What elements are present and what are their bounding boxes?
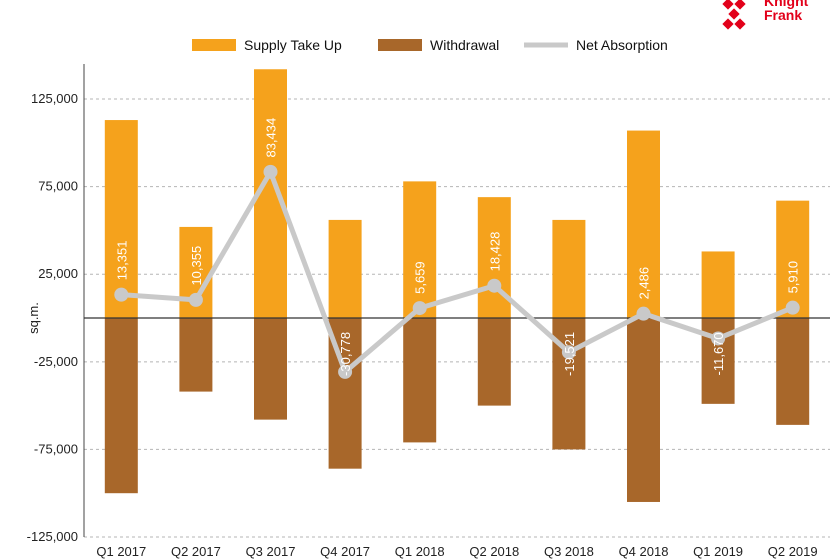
net-absorption-data-label: 10,355 <box>189 246 204 286</box>
bar-withdrawal <box>179 318 213 392</box>
x-tick-label: Q2 2017 <box>171 544 221 559</box>
bar-withdrawal <box>403 318 437 443</box>
net-absorption-point <box>487 278 502 293</box>
bar-withdrawal <box>254 318 287 420</box>
net-absorption-point <box>636 306 651 321</box>
net-absorption-point <box>561 345 576 360</box>
legend-swatch <box>192 39 236 51</box>
y-tick-label: -125,000 <box>27 529 78 544</box>
net-absorption-data-label: 13,351 <box>114 241 129 281</box>
bar-withdrawal <box>627 318 660 502</box>
brand-logo <box>722 0 840 34</box>
y-tick-label: 75,000 <box>38 179 78 194</box>
y-axis-label: sq.m. <box>26 302 41 334</box>
y-tick-label: -75,000 <box>34 441 78 456</box>
x-tick-label: Q4 2017 <box>320 544 370 559</box>
legend-label: Withdrawal <box>430 37 499 53</box>
net-absorption-data-label: 18,428 <box>487 232 502 272</box>
bar-supply-take-up <box>627 130 660 319</box>
net-absorption-point <box>785 300 800 315</box>
x-tick-label: Q2 2018 <box>469 544 519 559</box>
net-absorption-point <box>711 331 726 346</box>
x-tick-label: Q1 2017 <box>96 544 146 559</box>
bar-withdrawal <box>776 318 810 425</box>
bar-supply-take-up <box>104 120 138 319</box>
legend-label: Supply Take Up <box>244 37 342 53</box>
x-tick-label: Q2 2019 <box>768 544 818 559</box>
brand-line-1: Knight <box>764 0 809 9</box>
x-tick-label: Q3 2018 <box>544 544 594 559</box>
y-tick-label: 25,000 <box>38 266 78 281</box>
bar-supply-take-up <box>776 200 810 319</box>
x-tick-label: Q4 2018 <box>619 544 669 559</box>
bar-supply-take-up <box>552 219 586 319</box>
net-absorption-point <box>412 301 427 316</box>
net-absorption-line <box>121 169 794 375</box>
net-absorption-point <box>114 287 129 302</box>
y-tick-label: -25,000 <box>34 354 78 369</box>
net-absorption-data-label: 83,434 <box>264 118 279 158</box>
bar-withdrawal <box>104 318 138 494</box>
net-absorption-data-label: 5,659 <box>413 261 428 294</box>
net-absorption-data-label: -19,521 <box>562 332 577 376</box>
legend-swatch <box>378 39 422 51</box>
net-absorption-point <box>188 292 203 307</box>
bar-supply-take-up <box>328 219 362 319</box>
net-absorption-data-label: -30,778 <box>338 332 353 376</box>
legend-label: Net Absorption <box>576 37 668 53</box>
brand-line-2: Frank <box>764 7 803 23</box>
x-tick-label: Q1 2018 <box>395 544 445 559</box>
net-absorption-data-label: 2,486 <box>637 267 652 300</box>
bar-supply-take-up <box>701 251 735 319</box>
net-absorption-point <box>263 164 278 179</box>
bar-withdrawal <box>477 318 511 406</box>
y-tick-label: 125,000 <box>31 91 78 106</box>
brand-name: Knight Frank <box>764 0 808 22</box>
x-tick-label: Q3 2017 <box>246 544 296 559</box>
net-absorption-data-label: 5,910 <box>786 261 801 294</box>
net-absorption-point <box>338 364 353 379</box>
logo-mark-icon <box>722 0 746 30</box>
net-absorption-data-label: -11,670 <box>711 332 726 375</box>
x-tick-label: Q1 2019 <box>693 544 743 559</box>
bar-supply-take-up <box>403 181 437 319</box>
